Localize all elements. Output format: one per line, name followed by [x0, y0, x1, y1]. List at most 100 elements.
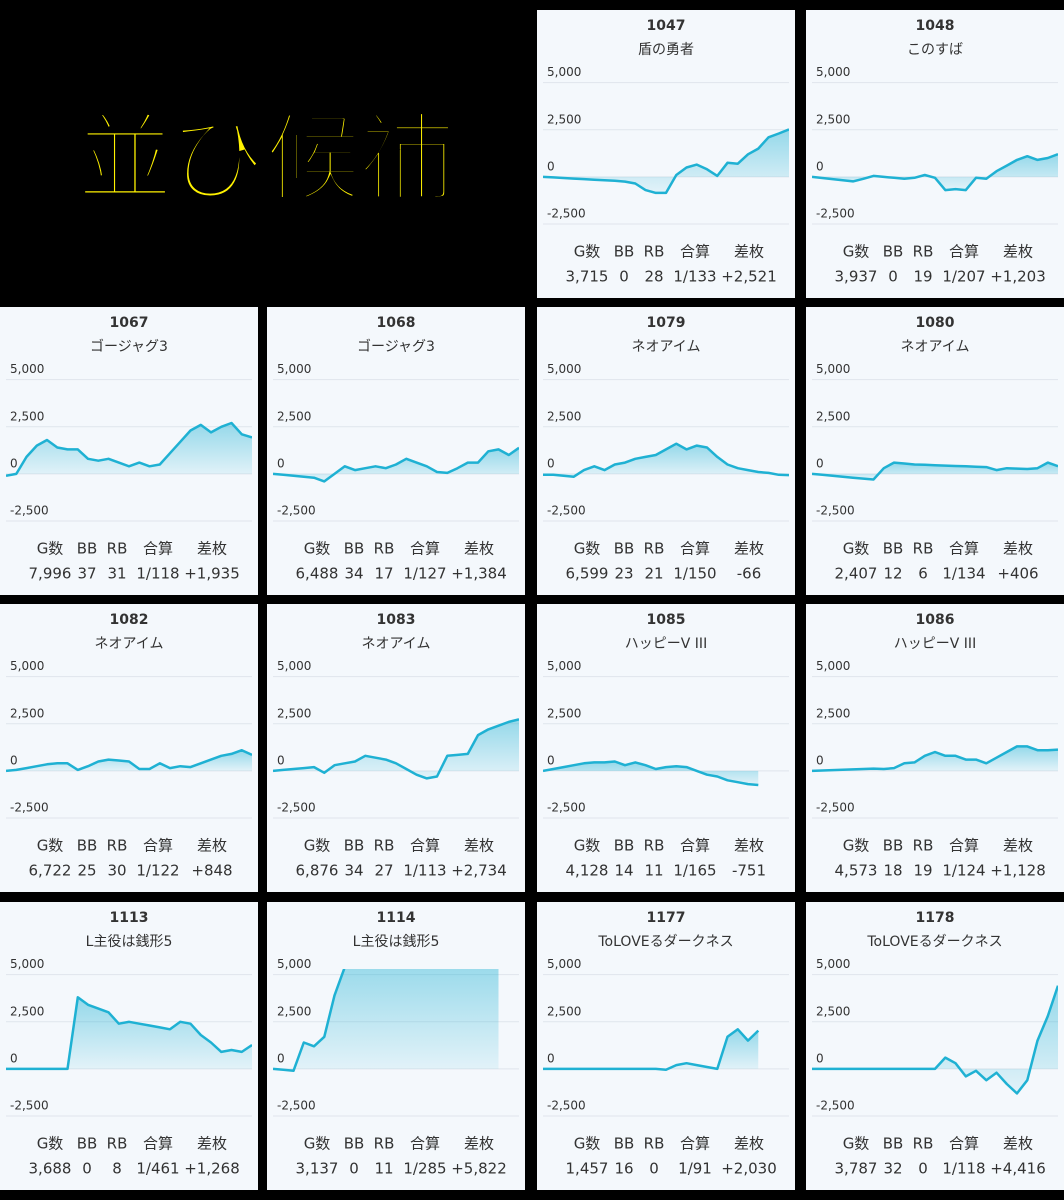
y-tick-label: 2,500 — [277, 706, 311, 720]
y-tick-label: -2,500 — [277, 504, 316, 518]
machine-name: このすば — [907, 42, 963, 58]
y-tick-label: 5,000 — [547, 65, 581, 79]
machine-card: 1067 ゴージャグ3 5,000 2,500 0 -2,500 G数 7,996 BB 37 RB… — [0, 307, 258, 595]
y-tick-label: 5,000 — [816, 65, 850, 79]
card-number: 1079 — [647, 315, 686, 331]
stat-value: 1/122 — [136, 862, 179, 880]
stat-value: 1/134 — [942, 565, 985, 583]
stat-header: RB — [107, 540, 128, 558]
y-tick-label: 5,000 — [10, 362, 44, 376]
machine-card: 1178 ToLOVEるダークネス 5,000 2,500 0 -2,500 G数 3,787… — [806, 902, 1064, 1190]
stat-value: 11 — [374, 1160, 393, 1178]
machine-name: ネオアイム — [900, 339, 969, 355]
stat-header: G数 — [843, 540, 870, 558]
y-tick-label: 5,000 — [10, 957, 44, 971]
stat-header: RB — [374, 837, 395, 855]
stat-header: G数 — [574, 243, 601, 261]
machine-card: 1068 ゴージャグ3 5,000 2,500 0 -2,500 G数 6,488 BB 34 RB… — [267, 307, 525, 595]
card-number: 1082 — [110, 612, 149, 628]
stat-header: G数 — [843, 243, 870, 261]
machine-name: ネオアイム — [631, 339, 700, 355]
stat-value: 4,573 — [835, 862, 878, 880]
stat-value: +848 — [191, 862, 232, 880]
stat-header: 合算 — [143, 837, 173, 855]
stat-header: G数 — [37, 837, 64, 855]
card-number: 1047 — [647, 18, 686, 34]
stat-header: G数 — [304, 837, 331, 855]
area — [543, 761, 759, 785]
stat-value: +2,030 — [721, 1160, 777, 1178]
stat-header: RB — [644, 1135, 665, 1153]
stat-header: 差枚 — [1003, 1135, 1033, 1153]
y-tick-label: 2,500 — [277, 409, 311, 423]
y-tick-label: -2,500 — [816, 504, 855, 518]
machine-card: 1177 ToLOVEるダークネス 5,000 2,500 0 -2,500 G数 1,457… — [537, 902, 795, 1190]
stat-header: 合算 — [949, 837, 979, 855]
y-tick-label: 0 — [10, 1051, 18, 1065]
stat-header: 合算 — [949, 540, 979, 558]
stat-header: G数 — [37, 540, 64, 558]
stat-header: G数 — [304, 1135, 331, 1153]
stat-value: 4,128 — [566, 862, 609, 880]
stat-value: +1,268 — [184, 1160, 240, 1178]
card-number: 1083 — [377, 612, 416, 628]
y-tick-label: 0 — [277, 1051, 285, 1065]
y-tick-label: 2,500 — [547, 409, 581, 423]
y-tick-label: 0 — [277, 456, 285, 470]
y-tick-label: 2,500 — [10, 706, 44, 720]
stat-value: +4,416 — [990, 1160, 1046, 1178]
stat-header: BB — [77, 540, 98, 558]
stat-header: BB — [77, 1135, 98, 1153]
line — [6, 996, 252, 1071]
line — [6, 748, 252, 773]
stat-header: 差枚 — [1003, 540, 1033, 558]
stat-value: 1/165 — [673, 862, 716, 880]
y-tick-label: 5,000 — [547, 957, 581, 971]
area — [543, 443, 789, 477]
card-number: 1178 — [916, 910, 955, 926]
y-tick-label: -2,500 — [816, 1099, 855, 1113]
stat-header: G数 — [574, 837, 601, 855]
machine-name: ハッピーV III — [625, 636, 707, 652]
stat-value: 3,137 — [296, 1160, 339, 1178]
y-tick-label: -2,500 — [816, 801, 855, 815]
stat-header: G数 — [304, 540, 331, 558]
stat-value: 34 — [344, 565, 363, 583]
machine-name: ToLOVEるダークネス — [866, 934, 1002, 950]
y-tick-label: 0 — [547, 1051, 555, 1065]
stat-header: RB — [913, 243, 934, 261]
y-tick-label: 0 — [816, 753, 824, 767]
line — [273, 969, 346, 1073]
stat-header: BB — [614, 1135, 635, 1153]
stat-value: +1,128 — [990, 862, 1046, 880]
y-tick-label: 5,000 — [547, 362, 581, 376]
stat-value: +406 — [997, 565, 1038, 583]
stat-value: 1/113 — [403, 862, 446, 880]
stat-header: 差枚 — [734, 540, 764, 558]
area — [543, 129, 789, 193]
area — [812, 746, 1058, 771]
stat-value: 3,715 — [566, 268, 609, 286]
stat-value: +1,203 — [990, 268, 1046, 286]
stat-header: RB — [913, 540, 934, 558]
stat-value: 31 — [107, 565, 126, 583]
stat-value: 34 — [344, 862, 363, 880]
y-tick-label: 2,500 — [816, 1004, 850, 1018]
y-tick-label: 2,500 — [547, 112, 581, 126]
stat-value: 21 — [644, 565, 663, 583]
stat-header: RB — [107, 1135, 128, 1153]
machine-name: ネオアイム — [94, 636, 163, 652]
stat-header: RB — [913, 1135, 934, 1153]
y-tick-label: 0 — [547, 753, 555, 767]
stat-header: BB — [344, 540, 365, 558]
stat-value: 16 — [614, 1160, 633, 1178]
stat-header: 差枚 — [464, 837, 494, 855]
machine-card: 1082 ネオアイム 5,000 2,500 0 -2,500 G数 6,722 BB 25 RB 3… — [0, 604, 258, 892]
stat-header: 差枚 — [734, 837, 764, 855]
machine-card: 1048 このすば 5,000 2,500 0 -2,500 G数 3,937 BB 0 RB 19 合… — [806, 10, 1064, 298]
y-tick-label: -2,500 — [10, 504, 49, 518]
stat-header: G数 — [37, 1135, 64, 1153]
y-tick-label: -2,500 — [547, 1099, 586, 1113]
stat-header: 差枚 — [734, 243, 764, 261]
